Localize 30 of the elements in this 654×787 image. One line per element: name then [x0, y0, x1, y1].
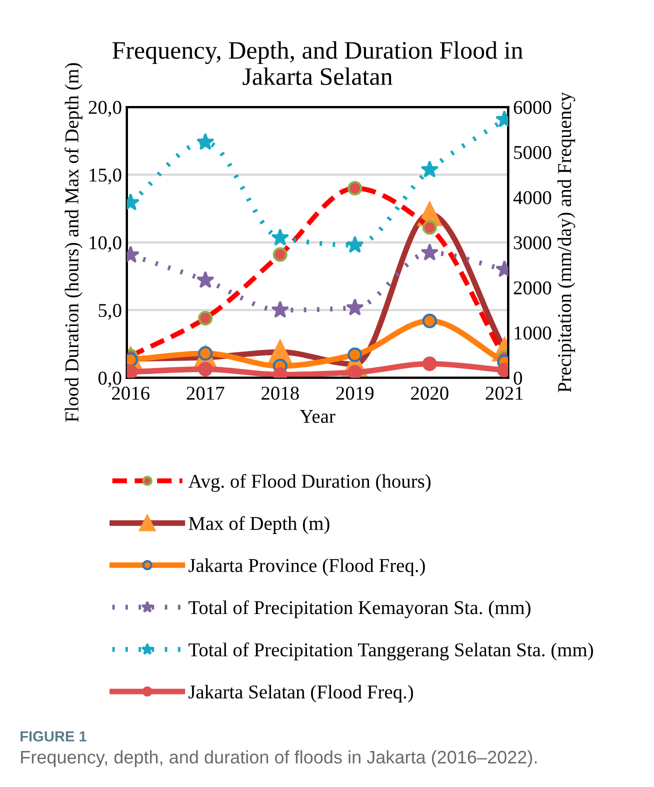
legend-label: Total of Precipitation Tanggerang Selatan Sta. (mm) — [188, 642, 593, 660]
y-tick-label: 20,0 — [88, 100, 122, 117]
chart-title: Frequency, Depth, and Duration Flood in Jakarta Selatan — [112, 41, 523, 86]
x-tick-label: 2019 — [336, 386, 374, 400]
y2-tick-label: 1000 — [514, 326, 552, 340]
y2-tick-label: 6000 — [514, 100, 552, 114]
y2-tick-label: 2000 — [514, 281, 552, 294]
y2-tick-label: 0 — [514, 372, 522, 385]
text: Frequency, depth, and duration of floods in Jakarta (2016–2022). — [21, 750, 537, 768]
x-axis-title: Year — [300, 410, 336, 423]
y-tick-label: 5,0 — [98, 304, 122, 320]
legend-label: Max of Depth (m) — [188, 516, 330, 534]
x-tick-label: 2021 — [486, 386, 523, 400]
y-tick-label: 15,0 — [90, 168, 122, 184]
y-tick-label: 0,0 — [98, 372, 122, 388]
legend-label: Total of Precipitation Kemayoran Sta. (mm) — [188, 600, 530, 618]
y2-tick-label: 4000 — [513, 191, 552, 204]
x-tick-label: 2016 — [112, 386, 150, 400]
y-tick-label: 10,0 — [90, 236, 122, 252]
y-axis-title: Flood Duration (hours) and Max of Depth (m) — [64, 63, 82, 422]
legend-label: Jakarta Province (Flood Freq.) — [188, 558, 425, 576]
legend-label: Jakarta Selatan (Flood Freq.) — [188, 684, 414, 702]
y2-axis-title: Precipitation (mm/day) and Frequency — [557, 92, 576, 392]
caption: FIGURE 1 — [20, 731, 86, 742]
y2-tick-label: 5000 — [514, 146, 552, 160]
x-tick-label: 2017 — [186, 386, 224, 400]
y2-tick-label: 3000 — [514, 236, 552, 250]
legend-label: Avg. of Flood Duration (hours) — [188, 474, 431, 492]
x-tick-label: 2020 — [411, 386, 448, 400]
x-tick-label: 2018 — [262, 386, 299, 400]
